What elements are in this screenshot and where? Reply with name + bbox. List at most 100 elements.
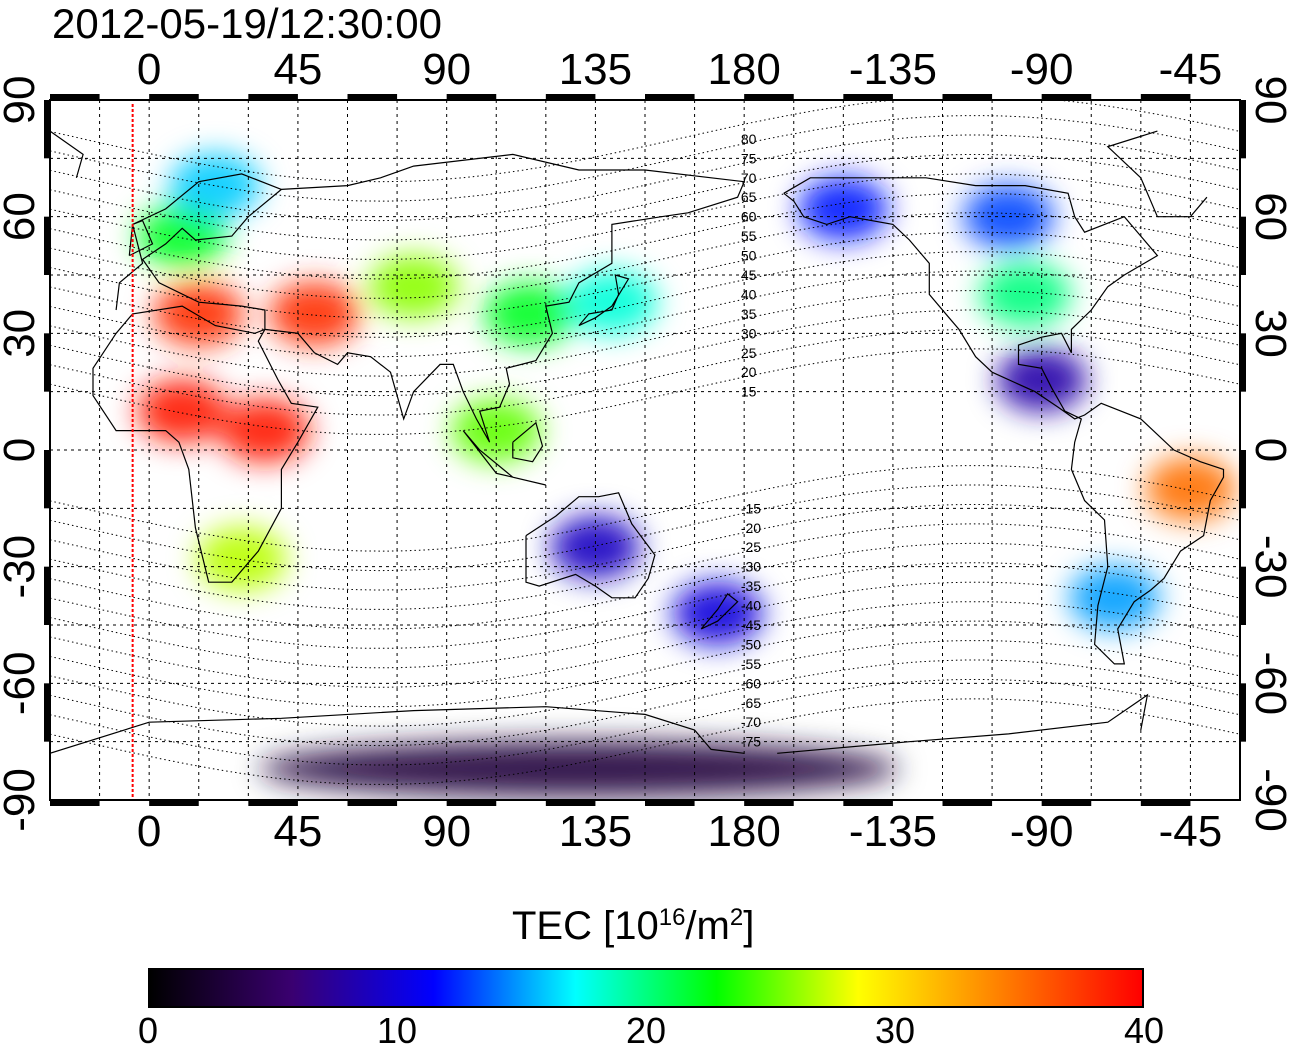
contour-label: 50 xyxy=(741,248,757,264)
tec-region xyxy=(170,153,261,218)
top-axis-label: -45 xyxy=(1159,45,1223,94)
coastline xyxy=(783,177,1225,665)
magnetic-contour xyxy=(50,212,1240,299)
coastline xyxy=(50,130,84,178)
tick-band-top xyxy=(149,94,199,100)
top-axis-label: 180 xyxy=(707,45,780,94)
tec-region xyxy=(196,526,287,591)
bottom-axis-label: 0 xyxy=(137,807,161,856)
bottom-longitude-axis: 0 45 90 135 180 -135 -90 -45 xyxy=(137,807,1222,856)
tick-band-top xyxy=(744,94,794,100)
right-axis-label: -90 xyxy=(1246,768,1292,832)
tick-band-bottom xyxy=(446,800,497,806)
tec-region xyxy=(269,281,360,346)
tick-band-top xyxy=(1140,94,1191,100)
tec-region xyxy=(550,515,641,580)
magnetic-contour xyxy=(50,115,1240,202)
tec-region xyxy=(1145,456,1236,521)
tec-region xyxy=(566,270,657,335)
magnetic-contour xyxy=(50,173,1240,260)
coastline xyxy=(512,421,544,463)
left-latitude-axis: 90 60 30 0 -30 -60 -90 xyxy=(0,76,44,832)
tick-band-bottom xyxy=(347,800,398,806)
tick-band-left xyxy=(44,566,50,625)
bottom-axis-label: 45 xyxy=(273,807,322,856)
contour-label: 35 xyxy=(741,306,757,322)
top-axis-label: 90 xyxy=(422,45,471,94)
tec-region xyxy=(137,379,228,444)
contour-label: -65 xyxy=(741,695,761,711)
tec-region xyxy=(484,281,575,346)
bottom-axis-label: 180 xyxy=(707,807,780,856)
coastline xyxy=(128,219,154,257)
tick-band-right xyxy=(1240,333,1246,392)
coastline xyxy=(1157,196,1208,218)
right-axis-label: 60 xyxy=(1246,192,1292,241)
contour-label: 75 xyxy=(741,150,757,166)
axis-ticks xyxy=(44,94,1246,806)
left-axis-label: 30 xyxy=(0,309,44,358)
tick-band-right xyxy=(1240,100,1246,159)
tick-band-left xyxy=(44,333,50,392)
tick-band-left xyxy=(44,683,50,742)
tick-band-top xyxy=(843,94,893,100)
tec-region xyxy=(368,254,459,319)
contour-label: 15 xyxy=(741,384,757,400)
coastline xyxy=(525,492,656,599)
coastlines xyxy=(50,130,1225,754)
tec-region xyxy=(153,281,244,346)
top-axis-label: -90 xyxy=(1010,45,1074,94)
contour-label: -70 xyxy=(741,714,761,730)
tec-region xyxy=(258,740,899,797)
tec-map: 8075706560555045403530252015-15-20-25-30… xyxy=(0,45,1292,856)
colorbar-tick-label: 30 xyxy=(874,1010,916,1051)
tick-band-top xyxy=(1041,94,1092,100)
magnetic-contour xyxy=(50,640,1240,727)
tick-band-top xyxy=(545,94,596,100)
contour-label: 70 xyxy=(741,170,757,186)
coastline xyxy=(1106,130,1158,217)
tick-band-right xyxy=(1240,566,1246,625)
magnetic-contour xyxy=(50,620,1240,708)
coastline xyxy=(578,274,630,327)
map-timestamp-title: 2012-05-19/12:30:00 xyxy=(52,0,442,47)
right-latitude-axis: 90 60 30 0 -30 -60 -90 xyxy=(1246,76,1292,832)
tick-band-top xyxy=(347,94,398,100)
contour-label: 20 xyxy=(741,364,757,380)
right-axis-label: -60 xyxy=(1246,652,1292,716)
top-axis-label: 0 xyxy=(137,45,161,94)
tec-region xyxy=(672,581,763,646)
contour-labels: 8075706560555045403530252015-15-20-25-30… xyxy=(741,131,761,750)
contour-label: -20 xyxy=(741,520,761,536)
contour-label: -50 xyxy=(741,636,761,652)
tick-band-bottom xyxy=(744,800,794,806)
bottom-axis-label: -90 xyxy=(1010,807,1074,856)
contour-label: -25 xyxy=(741,539,761,555)
left-axis-label: 0 xyxy=(0,438,44,462)
tick-band-top xyxy=(942,94,993,100)
magnetic-contour xyxy=(50,290,1240,377)
magnetic-contour xyxy=(50,465,1240,552)
magnetic-contour xyxy=(50,192,1240,280)
left-axis-label: -90 xyxy=(0,768,44,832)
tick-band-top xyxy=(248,94,298,100)
tick-band-right xyxy=(1240,450,1246,509)
magnetic-contour xyxy=(50,348,1240,435)
contour-label: 60 xyxy=(741,209,757,225)
tick-band-bottom xyxy=(1140,800,1191,806)
tec-region xyxy=(798,176,889,241)
tec-region xyxy=(219,398,310,463)
coastline xyxy=(50,706,745,754)
left-axis-label: 60 xyxy=(0,192,44,241)
tick-band-bottom xyxy=(843,800,893,806)
colorbar-tick-label: 20 xyxy=(625,1010,667,1051)
right-axis-label: 0 xyxy=(1246,438,1292,462)
contour-label: 80 xyxy=(741,131,757,147)
top-axis-label: 135 xyxy=(559,45,632,94)
tick-band-left xyxy=(44,450,50,509)
contour-label: -55 xyxy=(741,656,761,672)
tick-band-top xyxy=(645,94,695,100)
tick-band-right xyxy=(1240,683,1246,742)
tick-band-bottom xyxy=(149,800,199,806)
contour-label: 45 xyxy=(741,267,757,283)
